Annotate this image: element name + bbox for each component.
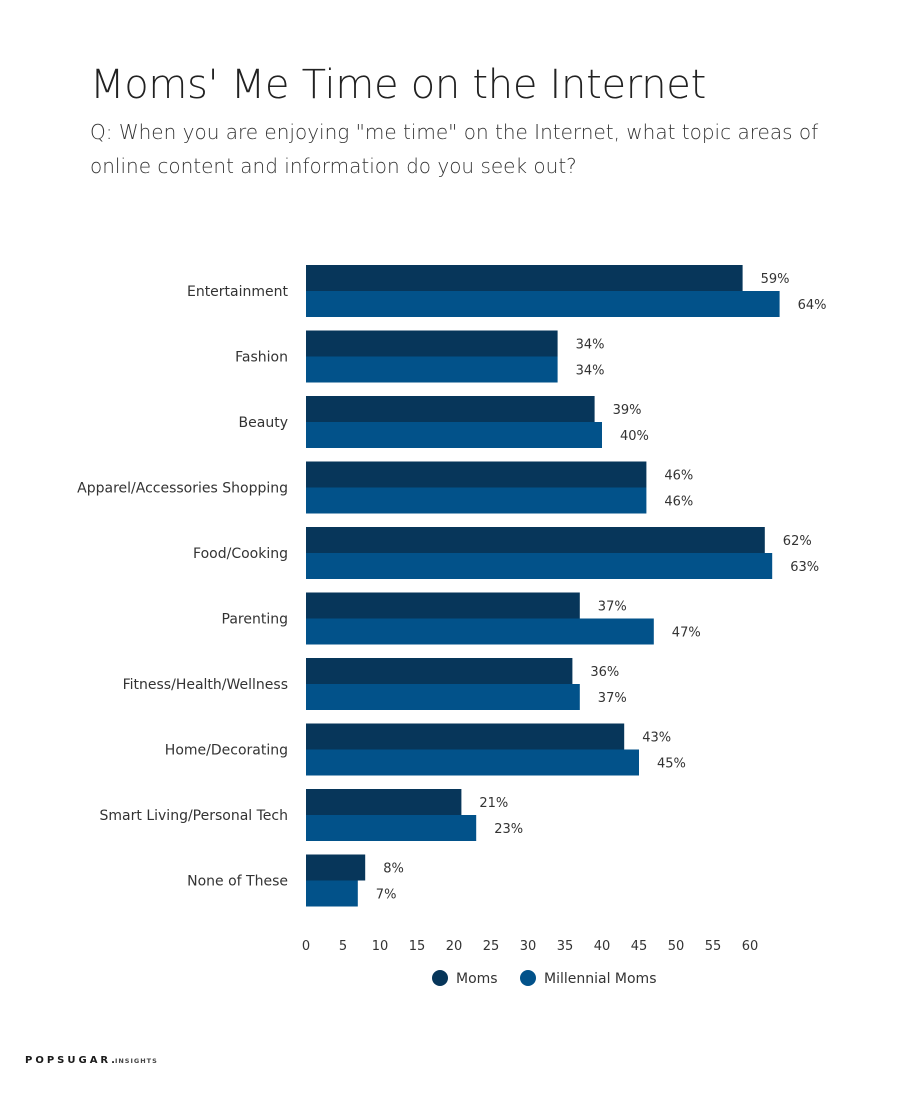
data-label: 62% <box>783 534 812 549</box>
x-tick-label: 10 <box>372 939 389 954</box>
data-label: 64% <box>798 298 827 313</box>
bar-millennial-moms <box>306 684 580 710</box>
data-label: 23% <box>494 822 523 837</box>
bar-millennial-moms <box>306 356 558 383</box>
x-tick-label: 60 <box>742 939 759 954</box>
category-label: Beauty <box>239 415 288 431</box>
bar-millennial-moms <box>306 749 639 776</box>
bar-moms <box>306 854 366 881</box>
bar-moms <box>306 265 743 291</box>
category-label: Smart Living/Personal Tech <box>100 808 288 824</box>
bar-moms <box>306 461 647 488</box>
legend-swatch <box>432 970 448 986</box>
chart-question: Q: When you are enjoying "me time" on th… <box>90 120 819 178</box>
bar-chart: Entertainment 59% 64% Fashion 34% 34% Beauty 39… <box>77 265 827 987</box>
bar-millennial-moms <box>306 618 654 645</box>
data-label: 37% <box>598 691 627 706</box>
bar-millennial-moms <box>306 487 647 514</box>
data-label: 7% <box>376 888 397 903</box>
brand-logo: POPSUGAR.INSIGHTS <box>25 1055 158 1066</box>
x-tick-label: 20 <box>446 939 463 954</box>
category-label: Fashion <box>235 350 288 366</box>
category-label: Fitness/Health/Wellness <box>123 677 288 693</box>
data-label: 37% <box>598 600 627 615</box>
category-label: Food/Cooking <box>193 546 288 562</box>
data-label: 59% <box>761 272 790 287</box>
data-label: 36% <box>590 665 619 680</box>
bar-moms <box>306 592 580 619</box>
x-tick-label: 25 <box>483 939 500 954</box>
bar-millennial-moms <box>306 291 780 317</box>
legend-label: Millennial Moms <box>544 971 657 987</box>
category-label: Parenting <box>222 612 288 628</box>
data-label: 63% <box>790 560 819 575</box>
x-tick-label: 35 <box>557 939 574 954</box>
chart-title: Moms' Me Time on the Internet <box>90 62 706 108</box>
bar-millennial-moms <box>306 815 477 841</box>
x-tick-label: 55 <box>705 939 722 954</box>
category-label: Entertainment <box>187 284 289 300</box>
category-label: Home/Decorating <box>165 743 288 759</box>
x-tick-label: 30 <box>520 939 537 954</box>
bar-moms <box>306 723 625 750</box>
data-label: 8% <box>383 862 404 877</box>
bar-moms <box>306 330 558 357</box>
bar-millennial-moms <box>306 422 602 448</box>
bar-millennial-moms <box>306 553 773 579</box>
bar-millennial-moms <box>306 880 358 907</box>
x-tick-label: 50 <box>668 939 685 954</box>
data-label: 39% <box>613 403 642 418</box>
data-label: 45% <box>657 757 686 772</box>
category-label: None of These <box>187 874 288 890</box>
data-label: 40% <box>620 429 649 444</box>
data-label: 34% <box>576 364 605 379</box>
x-tick-label: 5 <box>339 939 347 954</box>
data-label: 34% <box>576 338 605 353</box>
x-tick-label: 0 <box>302 939 310 954</box>
x-tick-label: 40 <box>594 939 611 954</box>
legend-label: Moms <box>456 971 498 987</box>
data-label: 21% <box>479 796 508 811</box>
data-label: 47% <box>672 626 701 641</box>
x-tick-label: 45 <box>631 939 648 954</box>
bar-moms <box>306 789 462 815</box>
bar-moms <box>306 658 573 684</box>
data-label: 43% <box>642 731 671 746</box>
data-label: 46% <box>664 495 693 510</box>
category-label: Apparel/Accessories Shopping <box>77 481 288 497</box>
legend-swatch <box>520 970 536 986</box>
bar-moms <box>306 527 765 553</box>
data-label: 46% <box>664 469 693 484</box>
bar-moms <box>306 396 595 422</box>
x-tick-label: 15 <box>409 939 426 954</box>
